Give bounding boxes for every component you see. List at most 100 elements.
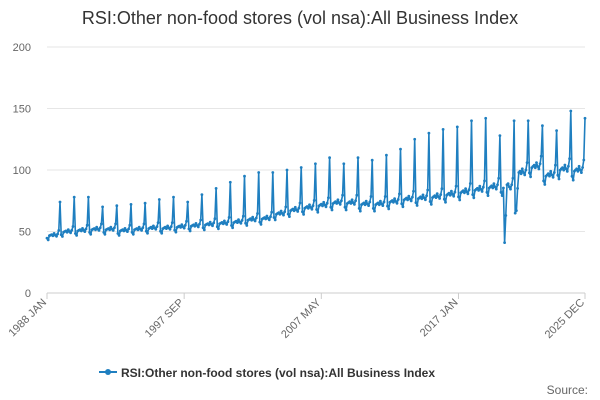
- data-point: [515, 209, 518, 213]
- data-point: [170, 221, 174, 225]
- data-point: [215, 225, 219, 229]
- data-point: [490, 184, 493, 188]
- data-point: [457, 195, 460, 199]
- data-point: [185, 219, 188, 223]
- data-point: [353, 203, 356, 206]
- data-point: [325, 201, 329, 205]
- data-point: [454, 184, 458, 188]
- data-point: [349, 202, 353, 205]
- data-point: [412, 189, 415, 193]
- data-point: [532, 163, 536, 167]
- data-point: [395, 201, 399, 205]
- data-point: [575, 167, 579, 171]
- data-point: [199, 218, 203, 222]
- data-point: [371, 207, 375, 210]
- data-point: [468, 182, 472, 185]
- data-point: [549, 169, 553, 173]
- data-point: [536, 165, 540, 168]
- data-point: [429, 203, 433, 206]
- data-point: [250, 218, 254, 222]
- data-point: [282, 213, 285, 217]
- data-point: [385, 153, 388, 157]
- data-point: [227, 216, 231, 219]
- data-point: [146, 231, 149, 235]
- data-point: [415, 204, 419, 207]
- data-point: [512, 119, 516, 123]
- data-point: [324, 205, 328, 209]
- legend[interactable]: RSI:Other non-food stores (vol nsa):All …: [99, 366, 435, 380]
- data-point: [83, 230, 87, 234]
- data-point: [214, 187, 218, 190]
- data-point: [89, 232, 93, 236]
- data-point: [97, 229, 101, 232]
- data-point: [526, 119, 530, 123]
- data-point: [264, 217, 268, 221]
- data-point: [298, 201, 302, 205]
- data-point: [128, 223, 132, 227]
- data-point: [208, 220, 212, 224]
- data-point: [539, 154, 543, 158]
- data-point: [131, 232, 135, 236]
- data-point: [327, 196, 330, 200]
- data-point: [85, 223, 89, 227]
- data-point: [543, 183, 547, 186]
- data-point: [126, 230, 129, 234]
- data-point: [113, 226, 116, 230]
- data-point: [497, 176, 501, 180]
- data-point: [316, 210, 320, 214]
- data-point: [377, 203, 381, 207]
- data-point: [453, 190, 457, 194]
- data-point: [165, 227, 168, 231]
- data-point: [72, 195, 76, 199]
- data-point: [511, 176, 515, 180]
- data-point: [576, 169, 580, 173]
- data-point: [312, 199, 316, 202]
- x-axis: 1988 JAN 1997 SEP 2007 MAY 2017 JAN 2025 DEC: [6, 293, 587, 341]
- data-point: [450, 189, 453, 193]
- data-point: [71, 225, 75, 228]
- data-point: [283, 210, 287, 214]
- data-point: [179, 226, 183, 229]
- data-point: [440, 187, 444, 191]
- data-point: [253, 219, 257, 223]
- data-point: [500, 194, 504, 198]
- data-point: [61, 235, 64, 238]
- data-point: [237, 218, 240, 222]
- series-group: [45, 109, 587, 245]
- data-point: [552, 171, 556, 174]
- data-point: [476, 186, 479, 190]
- data-point: [550, 173, 554, 177]
- data-point: [174, 230, 178, 234]
- data-point: [435, 192, 439, 196]
- data-point: [100, 222, 103, 226]
- data-point: [354, 199, 357, 203]
- data-point: [494, 187, 498, 191]
- data-point: [472, 196, 476, 200]
- data-point: [506, 182, 510, 186]
- data-point: [427, 131, 431, 135]
- data-point: [182, 226, 186, 230]
- data-point: [122, 229, 126, 233]
- data-point: [55, 234, 58, 238]
- data-point: [554, 163, 557, 167]
- data-point: [484, 116, 488, 120]
- data-point: [143, 201, 147, 205]
- data-point: [409, 199, 413, 203]
- data-point: [379, 199, 382, 203]
- data-point: [315, 208, 318, 211]
- data-point: [115, 204, 119, 208]
- data-point: [522, 171, 525, 174]
- data-point: [563, 163, 567, 167]
- data-point: [272, 216, 276, 219]
- data-point: [551, 175, 555, 179]
- data-point: [259, 223, 263, 226]
- y-tick-label: 100: [13, 165, 31, 177]
- data-point: [335, 202, 339, 205]
- data-point: [463, 191, 466, 195]
- data-point: [570, 174, 574, 178]
- data-point: [401, 205, 405, 209]
- data-point: [340, 199, 343, 203]
- data-point: [129, 203, 133, 206]
- x-tick-label: 2025 DEC: [543, 297, 587, 341]
- data-point: [202, 228, 206, 232]
